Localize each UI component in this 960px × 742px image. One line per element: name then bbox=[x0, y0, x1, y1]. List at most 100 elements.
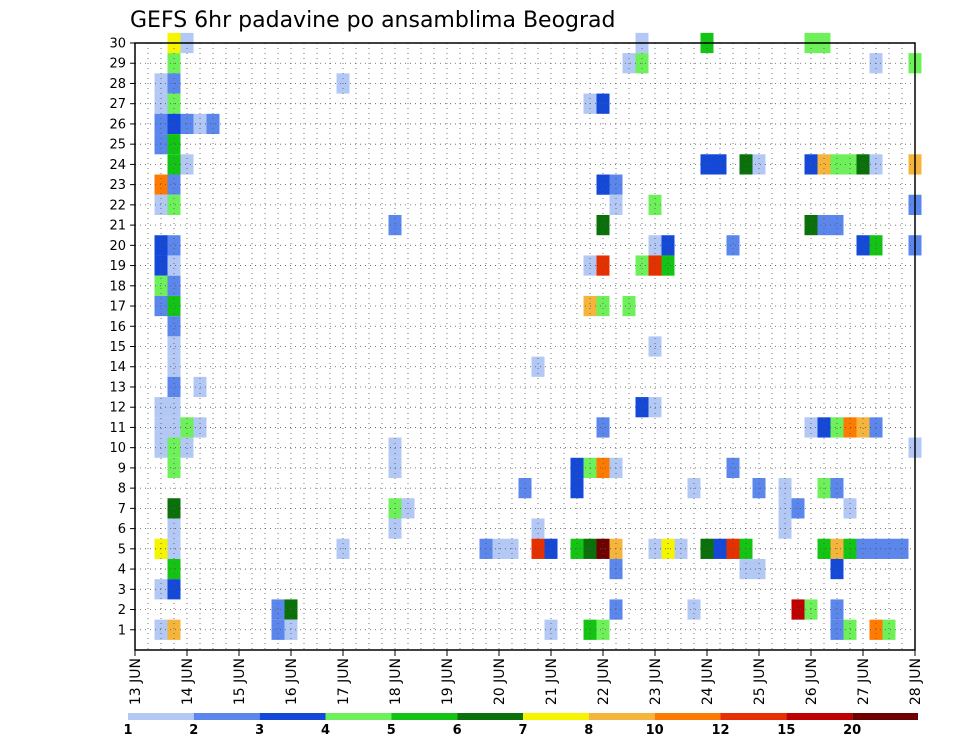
legend-swatch bbox=[654, 713, 721, 720]
heat-cell bbox=[635, 255, 649, 276]
x-tick-label: 20 JUN bbox=[492, 658, 508, 705]
heat-cell bbox=[661, 235, 675, 256]
x-tick-label: 26 JUN bbox=[804, 658, 820, 705]
legend-label: 10 bbox=[646, 723, 664, 738]
legend-swatch bbox=[720, 713, 787, 720]
x-tick-label: 13 JUN bbox=[128, 658, 144, 705]
heat-cell bbox=[167, 174, 181, 195]
x-tick-label: 21 JUN bbox=[544, 658, 560, 705]
heat-cell bbox=[661, 255, 675, 276]
legend-swatch bbox=[259, 713, 326, 720]
legend-label: 3 bbox=[255, 723, 264, 738]
y-tick-label: 25 bbox=[109, 138, 126, 153]
x-tick-label: 22 JUN bbox=[596, 658, 612, 705]
heat-cell bbox=[167, 134, 181, 155]
heat-cell bbox=[167, 558, 181, 580]
heat-cell bbox=[856, 235, 870, 256]
y-tick-label: 5 bbox=[118, 542, 126, 557]
heat-cell bbox=[180, 417, 194, 438]
heat-cell bbox=[167, 356, 181, 377]
y-tick-label: 3 bbox=[118, 583, 126, 598]
y-tick-label: 14 bbox=[109, 360, 126, 375]
y-tick-label: 26 bbox=[109, 117, 126, 132]
heat-cell bbox=[791, 599, 805, 620]
chart-title: GEFS 6hr padavine po ansamblima Beograd bbox=[130, 8, 616, 33]
legend-label: 8 bbox=[584, 723, 593, 738]
y-axis-ticks: 1234567891011121314151617181920212223242… bbox=[109, 37, 135, 638]
legend-swatch bbox=[193, 713, 260, 720]
y-tick-label: 27 bbox=[109, 97, 126, 112]
heat-cell bbox=[167, 235, 181, 256]
legend-swatch bbox=[128, 713, 194, 720]
heat-cell bbox=[596, 457, 610, 479]
heat-cell bbox=[882, 619, 896, 640]
heat-cell bbox=[271, 619, 285, 640]
y-tick-label: 12 bbox=[109, 401, 126, 416]
heat-cell bbox=[856, 154, 870, 175]
heat-cell bbox=[180, 437, 194, 458]
y-tick-label: 7 bbox=[118, 502, 126, 517]
y-tick-label: 23 bbox=[109, 178, 126, 193]
legend-swatch bbox=[523, 713, 589, 720]
y-tick-label: 13 bbox=[109, 380, 126, 395]
heat-cell bbox=[817, 417, 831, 438]
legend-label: 6 bbox=[453, 723, 462, 738]
y-tick-label: 11 bbox=[109, 421, 126, 436]
x-axis-ticks: 13 JUN 14 JUN 15 JUN 16 JUN 17 JUN 18 JUN 19 J… bbox=[128, 650, 924, 705]
legend-swatch bbox=[588, 713, 655, 720]
heat-cell bbox=[167, 154, 181, 175]
heat-cell bbox=[596, 295, 610, 317]
heat-cell bbox=[700, 154, 714, 175]
heat-cell bbox=[830, 599, 844, 620]
heat-cell bbox=[167, 457, 181, 479]
heat-cell bbox=[271, 599, 285, 620]
legend-label: 4 bbox=[321, 723, 330, 738]
legend-swatch bbox=[391, 713, 458, 720]
heat-cell bbox=[596, 417, 610, 438]
heat-cell bbox=[596, 255, 610, 276]
y-tick-label: 1 bbox=[118, 623, 126, 638]
x-tick-label: 14 JUN bbox=[180, 658, 196, 705]
heat-cell bbox=[830, 619, 844, 640]
legend-label: 12 bbox=[711, 723, 729, 738]
heat-cell bbox=[830, 154, 844, 175]
heat-cell bbox=[167, 619, 181, 640]
x-tick-label: 27 JUN bbox=[856, 658, 872, 705]
legend-swatch bbox=[325, 713, 392, 720]
heat-cell bbox=[726, 457, 740, 479]
heat-cell bbox=[752, 154, 766, 175]
y-tick-label: 2 bbox=[118, 603, 126, 618]
heat-cell bbox=[167, 255, 181, 276]
heat-cell bbox=[570, 457, 584, 479]
y-tick-label: 29 bbox=[109, 57, 126, 72]
heat-cell bbox=[856, 417, 870, 438]
y-tick-label: 20 bbox=[109, 239, 126, 254]
y-tick-label: 24 bbox=[109, 158, 126, 173]
legend-swatch bbox=[457, 713, 523, 720]
heat-cell bbox=[167, 275, 181, 296]
x-tick-label: 23 JUN bbox=[648, 658, 664, 705]
heat-cell bbox=[830, 214, 844, 236]
heat-cell bbox=[687, 599, 701, 620]
y-tick-label: 16 bbox=[109, 320, 126, 335]
heat-cell bbox=[167, 194, 181, 215]
legend-label: 20 bbox=[843, 723, 861, 738]
legend-swatch bbox=[852, 713, 918, 720]
heat-cell bbox=[830, 417, 844, 438]
heat-cell bbox=[635, 397, 649, 418]
legend-label: 5 bbox=[387, 723, 396, 738]
heat-cell bbox=[167, 579, 181, 600]
x-tick-label: 15 JUN bbox=[232, 658, 248, 705]
heat-cell bbox=[167, 437, 181, 458]
legend-swatch bbox=[786, 713, 853, 720]
heat-cell bbox=[817, 214, 831, 236]
color-legend: 1 2 3 4 5 6 7 8 10 12 15 20 bbox=[123, 713, 918, 738]
legend-label: 15 bbox=[777, 723, 795, 738]
x-tick-label: 17 JUN bbox=[336, 658, 352, 705]
y-tick-label: 28 bbox=[109, 77, 126, 92]
y-tick-label: 15 bbox=[109, 340, 126, 355]
heat-cell bbox=[167, 336, 181, 357]
heat-cell bbox=[596, 174, 610, 195]
x-tick-label: 16 JUN bbox=[284, 658, 300, 705]
